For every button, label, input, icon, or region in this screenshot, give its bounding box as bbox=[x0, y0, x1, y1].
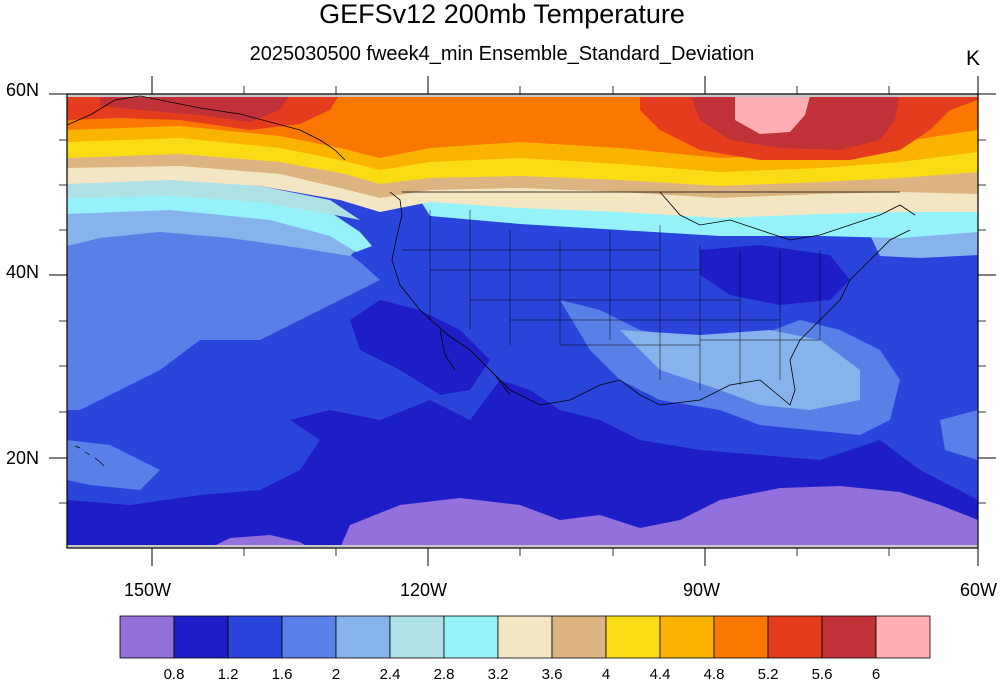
band-above-6 bbox=[735, 96, 810, 134]
missing-data-top bbox=[67, 94, 978, 97]
band-4-to-4-4 bbox=[67, 136, 978, 186]
state-borders bbox=[402, 210, 821, 390]
colorbar-label: 0.8 bbox=[163, 666, 185, 683]
colorbar-swatch bbox=[551, 615, 607, 659]
colorbar-label: 3.6 bbox=[541, 666, 563, 683]
colorbar-label: 5.6 bbox=[811, 666, 833, 683]
colorbar-label: 4.4 bbox=[649, 666, 671, 683]
colorbar bbox=[119, 615, 931, 659]
axis-minor-ticks bbox=[59, 86, 986, 556]
colorbar-label: 5.2 bbox=[757, 666, 779, 683]
colorbar-label: 4 bbox=[601, 666, 611, 683]
hawaii-islands bbox=[74, 445, 105, 467]
colorbar-label: 2 bbox=[331, 666, 341, 683]
lon-label-60w: 60W bbox=[960, 580, 998, 600]
lat-label-60n: 60N bbox=[5, 80, 39, 100]
map-subtitle: 2025030500 fweek4_min Ensemble_Standard_… bbox=[249, 43, 755, 65]
colorbar-label: 2.8 bbox=[433, 666, 455, 683]
colorbar-swatch bbox=[605, 615, 661, 659]
map-title: GEFSv12 200mb Temperature bbox=[319, 0, 685, 29]
colorbar-label: 2.4 bbox=[379, 666, 401, 683]
colorbar-swatch bbox=[821, 615, 877, 659]
colorbar-swatch bbox=[389, 615, 445, 659]
lon-label-150w: 150W bbox=[124, 580, 172, 600]
band-below-0-8-patch bbox=[210, 535, 310, 548]
axis-ticks bbox=[49, 76, 996, 566]
colorbar-swatch bbox=[767, 615, 823, 659]
colorbar-swatch bbox=[119, 615, 175, 659]
band-1-6-to-2-east-edge bbox=[940, 410, 978, 460]
colorbar-swatch bbox=[875, 615, 931, 659]
colorbar-swatch bbox=[713, 615, 769, 659]
lon-label-90w: 90W bbox=[683, 580, 721, 600]
band-1-6-to-2-west bbox=[67, 212, 380, 410]
colorbar-swatch bbox=[227, 615, 283, 659]
band-2-4-to-2-8 bbox=[67, 178, 360, 220]
band-0-8-to-1-2-east bbox=[700, 245, 850, 305]
lat-label-40n: 40N bbox=[5, 262, 39, 282]
band-4-4-to-4-8 bbox=[67, 124, 978, 172]
colorbar-swatch bbox=[173, 615, 229, 659]
colorbar-swatch bbox=[281, 615, 337, 659]
band-3-2-to-3-6 bbox=[67, 164, 978, 218]
missing-data-bottom bbox=[67, 545, 978, 548]
colorbar-swatch bbox=[443, 615, 499, 659]
colorbar-label: 1.2 bbox=[217, 666, 239, 683]
band-1-6-to-2-hawaii bbox=[67, 440, 160, 490]
colorbar-label: 1.6 bbox=[271, 666, 293, 683]
coastlines bbox=[67, 95, 916, 406]
lat-label-20n: 20N bbox=[5, 448, 39, 468]
band-0-8-to-1-2-west bbox=[350, 300, 490, 395]
colorbar-swatch bbox=[335, 615, 391, 659]
contour-field bbox=[67, 94, 978, 548]
colorbar-swatch bbox=[659, 615, 715, 659]
band-below-0-8 bbox=[340, 486, 978, 548]
colorbar-label: 4.8 bbox=[703, 666, 725, 683]
lon-label-120w: 120W bbox=[400, 580, 448, 600]
colorbar-label: 6 bbox=[871, 666, 881, 683]
colorbar-label: 3.2 bbox=[487, 666, 509, 683]
band-2-8-to-3-2-west bbox=[67, 188, 372, 252]
colorbar-swatch bbox=[497, 615, 553, 659]
units-label: K bbox=[966, 47, 981, 70]
